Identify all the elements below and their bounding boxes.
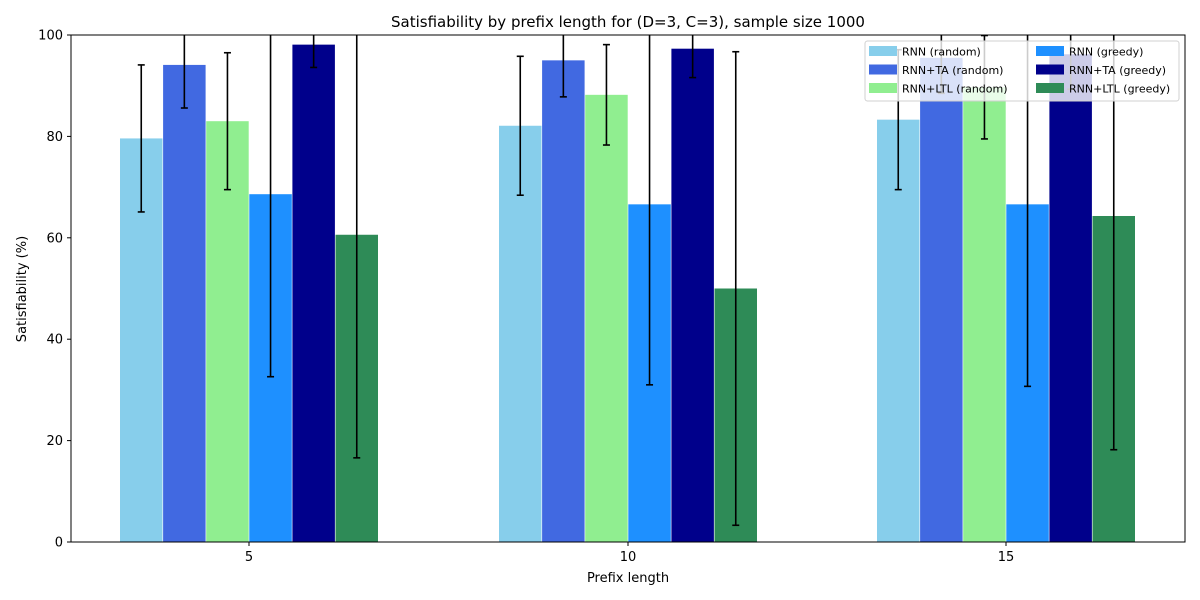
- legend-label: RNN+LTL (greedy): [1069, 83, 1170, 96]
- bar: [585, 94, 628, 543]
- chart-title: Satisfiability by prefix length for (D=3…: [391, 13, 865, 31]
- bars-group: [120, 44, 1135, 543]
- y-tick-label: 100: [38, 29, 63, 44]
- legend-swatch: [869, 83, 897, 93]
- bar: [163, 64, 206, 543]
- bar: [292, 44, 335, 543]
- legend-swatch: [1036, 64, 1064, 75]
- legend-swatch: [1036, 46, 1064, 56]
- y-tick-label: 40: [46, 333, 63, 348]
- x-tick-label: 10: [620, 550, 637, 565]
- bar: [1049, 54, 1092, 543]
- legend-label: RNN (greedy): [1069, 46, 1143, 59]
- legend-item: RNN (random): [869, 46, 981, 59]
- bar: [671, 48, 714, 543]
- x-tick-label: 5: [245, 550, 253, 565]
- legend-box: [864, 40, 1180, 102]
- x-tick-label: 15: [998, 550, 1015, 565]
- legend-item: RNN+TA (greedy): [1036, 64, 1166, 77]
- y-axis: 0 20 40 60 80 100: [38, 29, 71, 551]
- legend-item: RNN+TA (random): [869, 64, 1003, 77]
- error-bars-group: [137, 34, 1118, 527]
- bar: [920, 57, 963, 542]
- y-tick-label: 0: [55, 536, 63, 551]
- y-tick-label: 80: [46, 130, 63, 145]
- legend-item: RNN+LTL (random): [869, 83, 1008, 96]
- legend-item: RNN+LTL (greedy): [1036, 83, 1170, 96]
- legend-label: RNN+TA (random): [902, 64, 1003, 77]
- y-tick-label: 60: [46, 231, 63, 246]
- legend-swatch: [869, 64, 897, 75]
- legend: RNN (random) RNN+TA (random) RNN+LTL (rand…: [864, 40, 1180, 102]
- y-axis-label: Satisfiability (%): [15, 236, 30, 342]
- bar: [963, 87, 1006, 542]
- legend-swatch: [1036, 83, 1064, 93]
- legend-label: RNN+LTL (random): [902, 83, 1008, 96]
- y-tick-label: 20: [46, 434, 63, 449]
- legend-swatch: [869, 46, 897, 56]
- legend-label: RNN (random): [902, 46, 981, 59]
- x-axis: 5 10 15: [245, 542, 1014, 565]
- bar: [542, 60, 585, 542]
- bar: [206, 121, 249, 542]
- legend-label: RNN+TA (greedy): [1069, 64, 1166, 77]
- x-axis-label: Prefix length: [587, 571, 669, 586]
- legend-item: RNN (greedy): [1036, 46, 1143, 59]
